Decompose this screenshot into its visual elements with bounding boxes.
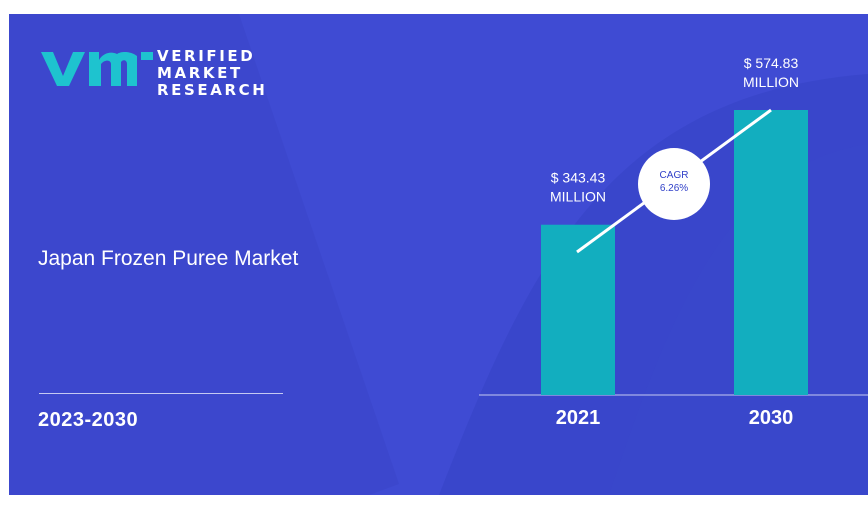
brand-wordmark: VERIFIED MARKET RESEARCH	[157, 48, 267, 99]
brand-line-3: RESEARCH	[157, 81, 268, 99]
bar-2030	[734, 110, 808, 395]
data-label-2030-1: MILLION	[743, 74, 799, 90]
data-label-2021-1: MILLION	[550, 189, 606, 205]
brand-line-2: MARKET	[157, 64, 243, 82]
divider	[39, 393, 283, 394]
tick-label-2030: 2030	[749, 407, 794, 429]
cagr-label: CAGR	[660, 170, 689, 181]
data-label-2021-0: $ 343.43	[551, 170, 606, 186]
bar-chart: $ 343.43 MILLION 2021 $ 574.83 MILLION 2030 C…	[479, 55, 868, 429]
infographic-canvas: VERIFIED MARKET RESEARCH Japan Frozen Pu…	[9, 14, 868, 495]
vmr-logo-icon	[41, 51, 153, 86]
cagr-badge	[638, 148, 710, 220]
data-label-2030-0: $ 574.83	[744, 55, 799, 71]
market-title: Japan Frozen Puree Market	[38, 247, 299, 270]
cagr-value: 6.26%	[660, 183, 688, 194]
forecast-period: 2023-2030	[38, 409, 139, 431]
brand-line-1: VERIFIED	[157, 47, 256, 65]
tick-label-2021: 2021	[556, 407, 601, 429]
